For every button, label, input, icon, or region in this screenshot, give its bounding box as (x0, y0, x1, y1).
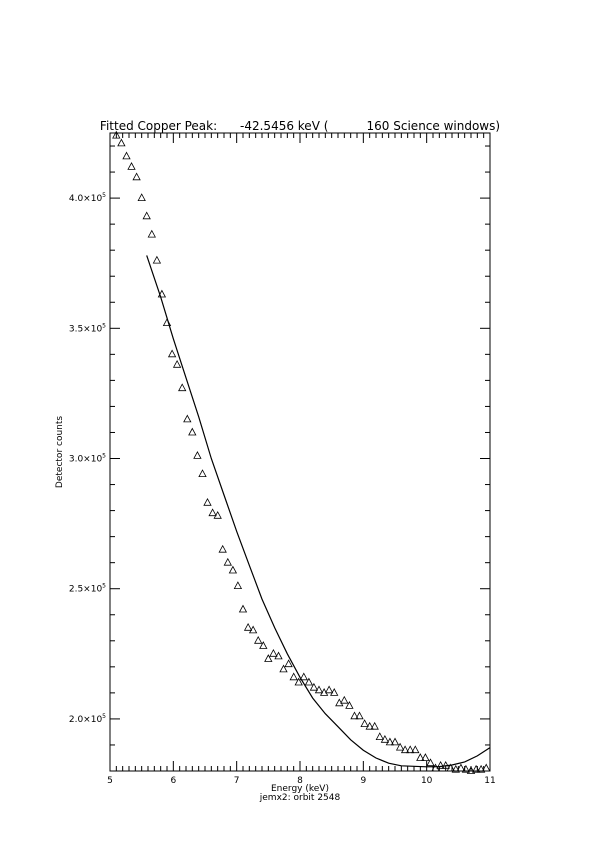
data-point (279, 664, 288, 673)
data-point (132, 172, 141, 181)
data-point (380, 734, 390, 743)
data-point (172, 359, 182, 368)
data-point (400, 745, 410, 754)
data-point (456, 763, 466, 772)
data-point (137, 193, 146, 202)
y-tick-label: 3.0×105 (69, 453, 106, 465)
data-point (441, 760, 450, 769)
data-points (112, 130, 491, 774)
data-point (360, 719, 369, 727)
axis-ticks (109, 133, 491, 772)
x-tick-label: 11 (484, 776, 495, 786)
data-point (314, 685, 324, 694)
data-point (319, 688, 329, 696)
y-tick-label: 3.5×105 (69, 322, 106, 334)
data-point (178, 383, 187, 392)
data-point (289, 672, 298, 681)
data-point (324, 685, 334, 694)
x-tick-label: 8 (297, 776, 303, 786)
data-point (152, 255, 162, 264)
data-point (127, 162, 136, 170)
data-point (284, 659, 293, 668)
plot-frame (109, 132, 491, 772)
data-point (122, 151, 131, 160)
data-point (335, 698, 344, 707)
data-point (406, 745, 415, 754)
data-point (395, 742, 405, 751)
data-point (370, 721, 379, 730)
data-point (451, 764, 460, 773)
data-point (228, 565, 238, 574)
data-point (426, 758, 435, 767)
data-point (147, 229, 156, 238)
data-point (213, 510, 222, 519)
data-point (167, 349, 177, 358)
data-point (233, 581, 243, 589)
data-point (198, 469, 207, 478)
data-point (411, 745, 420, 754)
data-point (365, 721, 374, 730)
data-point (238, 604, 248, 613)
data-point (264, 654, 273, 662)
chart-subtitle: jemx2: orbit 2548 (259, 793, 341, 803)
data-point (355, 711, 364, 720)
data-point (157, 289, 167, 298)
data-point (471, 764, 481, 773)
data-point (274, 651, 283, 660)
data-point (330, 688, 339, 696)
data-point (345, 701, 354, 709)
x-tick-label: 6 (170, 776, 176, 786)
y-tick-label: 4.0×105 (69, 192, 106, 204)
data-point (188, 427, 197, 436)
data-point (466, 766, 476, 774)
fit-curve (146, 255, 491, 768)
data-point (461, 764, 471, 773)
data-point (390, 737, 400, 746)
x-tick-label: 9 (360, 776, 366, 786)
data-point (385, 737, 395, 746)
data-point (375, 732, 384, 740)
data-point (340, 695, 349, 704)
data-point (203, 497, 212, 506)
data-point (294, 677, 303, 686)
tick-labels: 5 6 7 8 9 10 11 2.0×105 2.5×105 3.0×105 3.5×105 4.0… (69, 192, 496, 786)
chart-title: Fitted Copper Peak: -42.5456 keV ( 160 S… (100, 119, 500, 133)
data-point (421, 753, 430, 761)
data-point (162, 318, 172, 327)
data-point (218, 544, 227, 553)
data-point (304, 677, 314, 686)
y-tick-label: 2.0×105 (69, 713, 106, 725)
data-point (269, 648, 278, 657)
data-point (193, 451, 202, 459)
data-point (436, 760, 445, 769)
data-point (259, 641, 268, 649)
data-point (248, 625, 258, 634)
data-point (350, 711, 359, 720)
y-axis-label: Detector counts (55, 416, 65, 488)
fit-curve-line (146, 255, 491, 768)
data-point (476, 764, 486, 773)
y-tick-label: 2.5×105 (69, 583, 106, 595)
data-point (309, 682, 319, 691)
data-point (254, 635, 263, 644)
data-point (299, 672, 308, 681)
data-point (117, 138, 126, 147)
data-point (142, 211, 151, 220)
data-point (416, 753, 425, 761)
data-point (223, 557, 232, 566)
data-point (208, 508, 217, 517)
x-tick-label: 7 (234, 776, 240, 786)
x-axis-label: Energy (keV) (271, 784, 329, 794)
data-point (446, 763, 455, 772)
data-point (243, 622, 253, 631)
data-point (482, 763, 491, 772)
x-tick-label: 10 (421, 776, 433, 786)
data-point (112, 130, 121, 139)
data-point (183, 414, 192, 423)
x-tick-label: 5 (107, 776, 113, 786)
